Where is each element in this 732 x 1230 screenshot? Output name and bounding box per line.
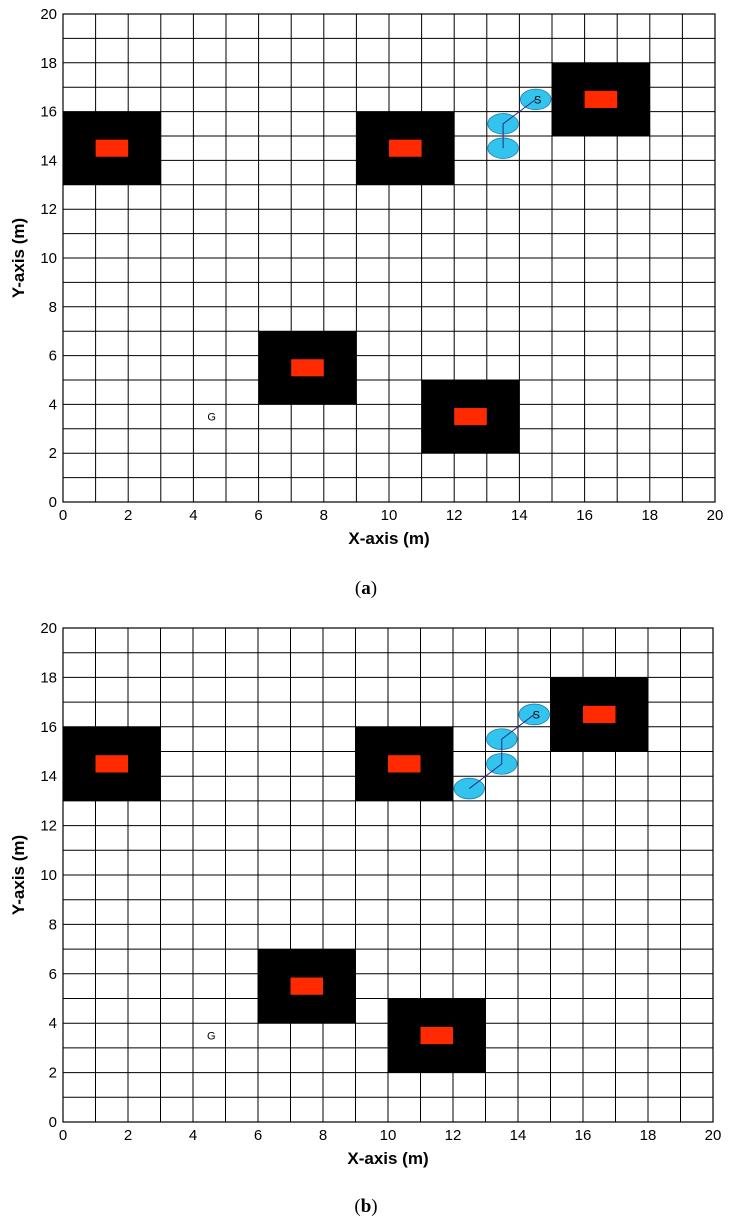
y-tick-label: 18 (40, 669, 57, 686)
y-tick-label: 6 (49, 348, 57, 365)
x-tick-label: 4 (189, 1127, 197, 1144)
x-tick-label: 10 (381, 507, 398, 524)
x-tick-label: 20 (705, 1127, 722, 1144)
caption-b: (b) (354, 1196, 378, 1217)
y-tick-label: 20 (40, 6, 57, 23)
y-tick-label: 14 (40, 768, 57, 785)
x-tick-label: 12 (445, 1127, 462, 1144)
y-tick-label: 4 (49, 396, 57, 413)
x-axis-label: X-axis (m) (348, 529, 429, 548)
y-axis-label: Y-axis (m) (9, 218, 28, 298)
caption-a: (a) (354, 578, 378, 599)
y-tick-label: 0 (49, 1114, 57, 1131)
y-tick-label: 10 (40, 867, 57, 884)
x-tick-label: 18 (640, 1127, 657, 1144)
x-tick-label: 18 (641, 507, 658, 524)
y-tick-label: 16 (40, 104, 57, 121)
y-tick-label: 6 (49, 966, 57, 983)
caption-b-letter: b (360, 1196, 372, 1217)
y-tick-label: 8 (49, 299, 57, 316)
y-axis-label: Y-axis (m) (9, 835, 28, 915)
x-tick-label: 10 (380, 1127, 397, 1144)
obstacle-core (583, 705, 616, 724)
goal-label: G (207, 1031, 216, 1043)
x-tick-label: 4 (189, 507, 197, 524)
x-tick-label: 0 (59, 507, 67, 524)
obstacle-core (388, 755, 421, 773)
y-tick-label: 2 (49, 1065, 57, 1082)
y-tick-label: 18 (40, 55, 57, 72)
x-tick-label: 12 (446, 507, 463, 524)
y-tick-label: 20 (40, 620, 57, 637)
figure-panel-b: S G 0 2 4 6 8 10 12 14 16 18 20 0 2 4 6 8 10 12 14 16 18 20 X-ax… (0, 612, 732, 1230)
obstacle-core (290, 977, 323, 995)
x-tick-label: 16 (575, 1127, 592, 1144)
y-tick-label: 12 (40, 818, 57, 835)
goal-label: G (207, 412, 216, 424)
y-tick-label: 16 (40, 719, 57, 736)
x-tick-label: 6 (254, 1127, 262, 1144)
x-tick-label: 2 (124, 507, 132, 524)
obstacle-core (420, 1026, 453, 1045)
x-tick-label: 14 (510, 1127, 527, 1144)
x-tick-label: 20 (707, 507, 724, 524)
x-tick-label: 2 (124, 1127, 132, 1144)
path-line (468, 714, 535, 789)
x-tick-label: 0 (59, 1127, 67, 1144)
grid-map-chart-a: S G 0 2 4 6 8 10 12 14 16 18 20 0 2 4 6 8 10 12 14 16 18 20 X-ax… (9, 6, 724, 548)
y-tick-label: 12 (40, 201, 57, 218)
x-axis-label: X-axis (m) (347, 1149, 428, 1168)
y-tick-label: 8 (49, 916, 57, 933)
obstacle-core (291, 359, 324, 377)
y-tick-label: 10 (40, 250, 57, 267)
y-tick-label: 0 (49, 494, 57, 511)
obstacle-core (454, 408, 487, 426)
start-label: S (534, 94, 541, 106)
x-tick-label: 6 (254, 507, 262, 524)
start-label: S (533, 709, 540, 721)
y-tick-label: 14 (40, 152, 57, 169)
y-tick-label: 2 (49, 445, 57, 462)
x-tick-label: 8 (319, 1127, 327, 1144)
grid-map-chart-b: S G 0 2 4 6 8 10 12 14 16 18 20 0 2 4 6 8 10 12 14 16 18 20 X-ax… (9, 620, 722, 1168)
obstacle-core (95, 139, 129, 157)
x-tick-label: 16 (576, 507, 593, 524)
x-tick-label: 14 (511, 507, 528, 524)
figure-panel-a: S G 0 2 4 6 8 10 12 14 16 18 20 0 2 4 6 8 10 12 14 16 18 20 X-ax… (0, 0, 732, 612)
obstacle-core (584, 90, 618, 108)
caption-a-letter: a (361, 578, 371, 599)
obstacle-core (389, 139, 422, 157)
y-tick-label: 4 (49, 1015, 57, 1032)
path-line (502, 98, 536, 149)
obstacle-core (95, 755, 128, 773)
axes-frame (62, 627, 714, 1123)
x-tick-label: 8 (320, 507, 328, 524)
path-node (453, 777, 485, 800)
axes-frame (62, 13, 716, 503)
